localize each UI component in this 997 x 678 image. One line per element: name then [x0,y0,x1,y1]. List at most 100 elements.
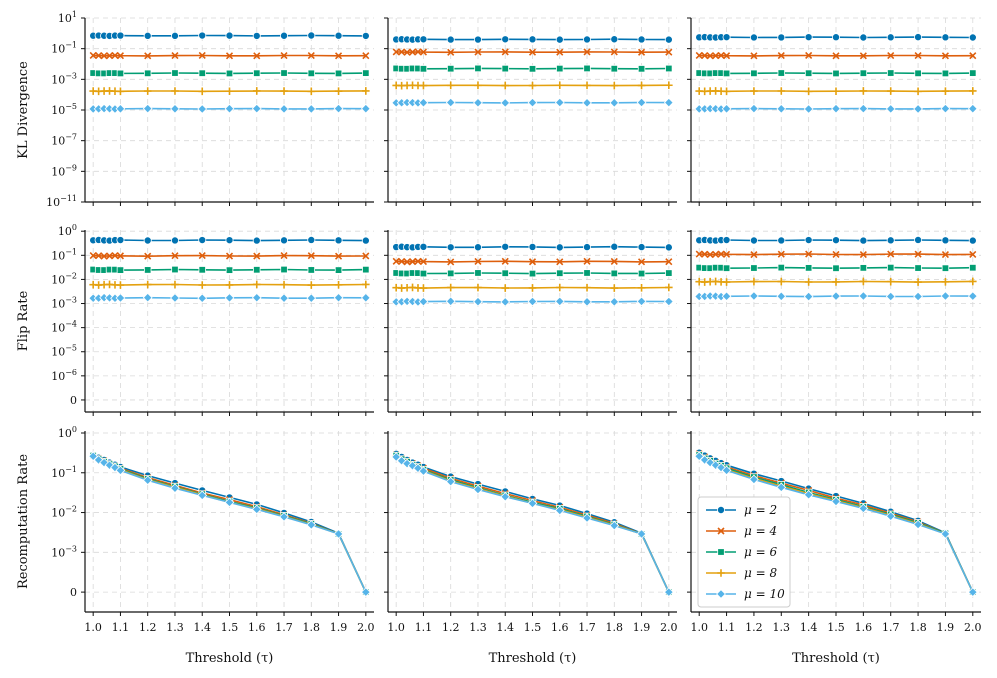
point-mu-8 [362,280,370,289]
point-mu-6 [447,64,455,73]
point-mu-8 [225,281,234,289]
point-mu-8 [665,283,673,292]
point-mu-4 [198,252,206,260]
point-mu-8 [528,81,537,90]
point-mu-4 [695,51,703,60]
point-mu-6 [144,266,152,274]
point-mu-2 [225,236,234,245]
legend-label: μ = 2 [744,503,777,517]
legend: μ = 2 μ = 4 μ = 6 μ = 8 μ = 10 [697,496,791,608]
point-mu-6 [198,266,206,274]
point-mu-8 [171,280,179,289]
point-mu-10 [93,455,104,465]
point-mu-10 [224,292,235,303]
point-mu-8 [859,87,868,95]
point-mu-2 [116,31,125,40]
point-mu-2 [198,236,207,245]
point-mu-4 [712,52,720,60]
point-mu-6 [914,69,922,78]
point-mu-6 [887,263,895,272]
point-mu-2 [777,236,786,245]
point-mu-8 [307,281,316,289]
point-mu-4 [334,252,343,260]
point-mu-2 [280,31,289,40]
point-mu-2 [777,33,786,42]
point-mu-4 [253,52,261,60]
point-mu-10 [473,97,483,108]
point-mu-6 [280,69,288,77]
point-mu-4 [144,52,152,60]
panel-r1-c3 [687,17,981,206]
point-mu-4 [805,250,813,258]
point-mu-10 [251,103,262,114]
y-tick-label: 10−3 [51,71,77,86]
point-mu-6 [144,69,152,78]
point-mu-10 [391,452,402,462]
point-mu-10 [609,520,620,531]
point-mu-4 [280,252,288,260]
legend-swatch-marker [717,527,725,535]
point-mu-4 [583,257,591,265]
point-mu-10 [360,292,371,303]
y-axis-label: KL Divergence [16,61,31,159]
point-mu-8 [116,87,125,96]
point-mu-6 [832,264,840,272]
x-tick-label: 1.3 [773,621,791,634]
y-tick-label: 100 [58,223,77,238]
point-mu-10 [913,519,923,530]
y-tick-label: 10−3 [51,544,77,559]
point-mu-4 [859,250,867,259]
point-mu-6 [474,269,482,277]
point-mu-8 [198,281,207,289]
panel-r2-c2 [384,230,677,416]
point-mu-4 [225,52,234,60]
point-mu-10 [418,97,429,108]
x-tick-label: 1.8 [606,621,624,634]
point-mu-2 [252,236,261,245]
point-mu-4 [610,48,618,56]
point-mu-6 [722,69,731,78]
point-mu-6 [750,264,758,272]
point-mu-4 [307,252,315,260]
point-mu-8 [225,87,234,96]
point-mu-10 [554,97,565,108]
x-tick-label: 1.2 [745,621,763,634]
point-mu-4 [362,52,370,60]
point-mu-2 [914,33,923,42]
point-mu-8 [143,280,152,289]
point-mu-10 [445,97,456,108]
point-mu-2 [361,31,370,40]
point-mu-6 [969,69,977,77]
point-mu-10 [749,291,759,301]
point-mu-10 [197,490,208,501]
point-mu-2 [419,242,428,251]
point-mu-6 [116,69,125,78]
y-tick-label: 0 [70,394,77,407]
point-mu-6 [832,69,840,78]
x-tick-label: 1.0 [387,621,405,634]
point-mu-4 [941,52,949,60]
legend-box [697,496,791,608]
point-mu-4 [556,48,564,56]
point-mu-4 [637,48,646,56]
point-mu-10 [885,511,896,522]
point-mu-2 [664,243,673,252]
point-mu-10 [831,496,841,507]
y-tick-label: 100 [58,425,77,440]
point-mu-4 [111,51,119,60]
point-mu-6 [225,266,234,274]
y-tick-label: 0 [70,586,77,599]
point-mu-10 [251,504,262,515]
point-mu-10 [115,465,126,476]
point-mu-4 [144,252,152,260]
point-mu-10 [831,291,841,301]
point-mu-6 [280,265,288,274]
y-tick-label: 10−6 [51,368,77,383]
point-mu-2 [528,242,537,251]
point-mu-4 [419,48,428,56]
point-mu-8 [446,81,455,90]
x-tick-label: 1.1 [112,621,130,634]
point-mu-6 [859,264,868,272]
point-mu-4 [253,252,261,260]
